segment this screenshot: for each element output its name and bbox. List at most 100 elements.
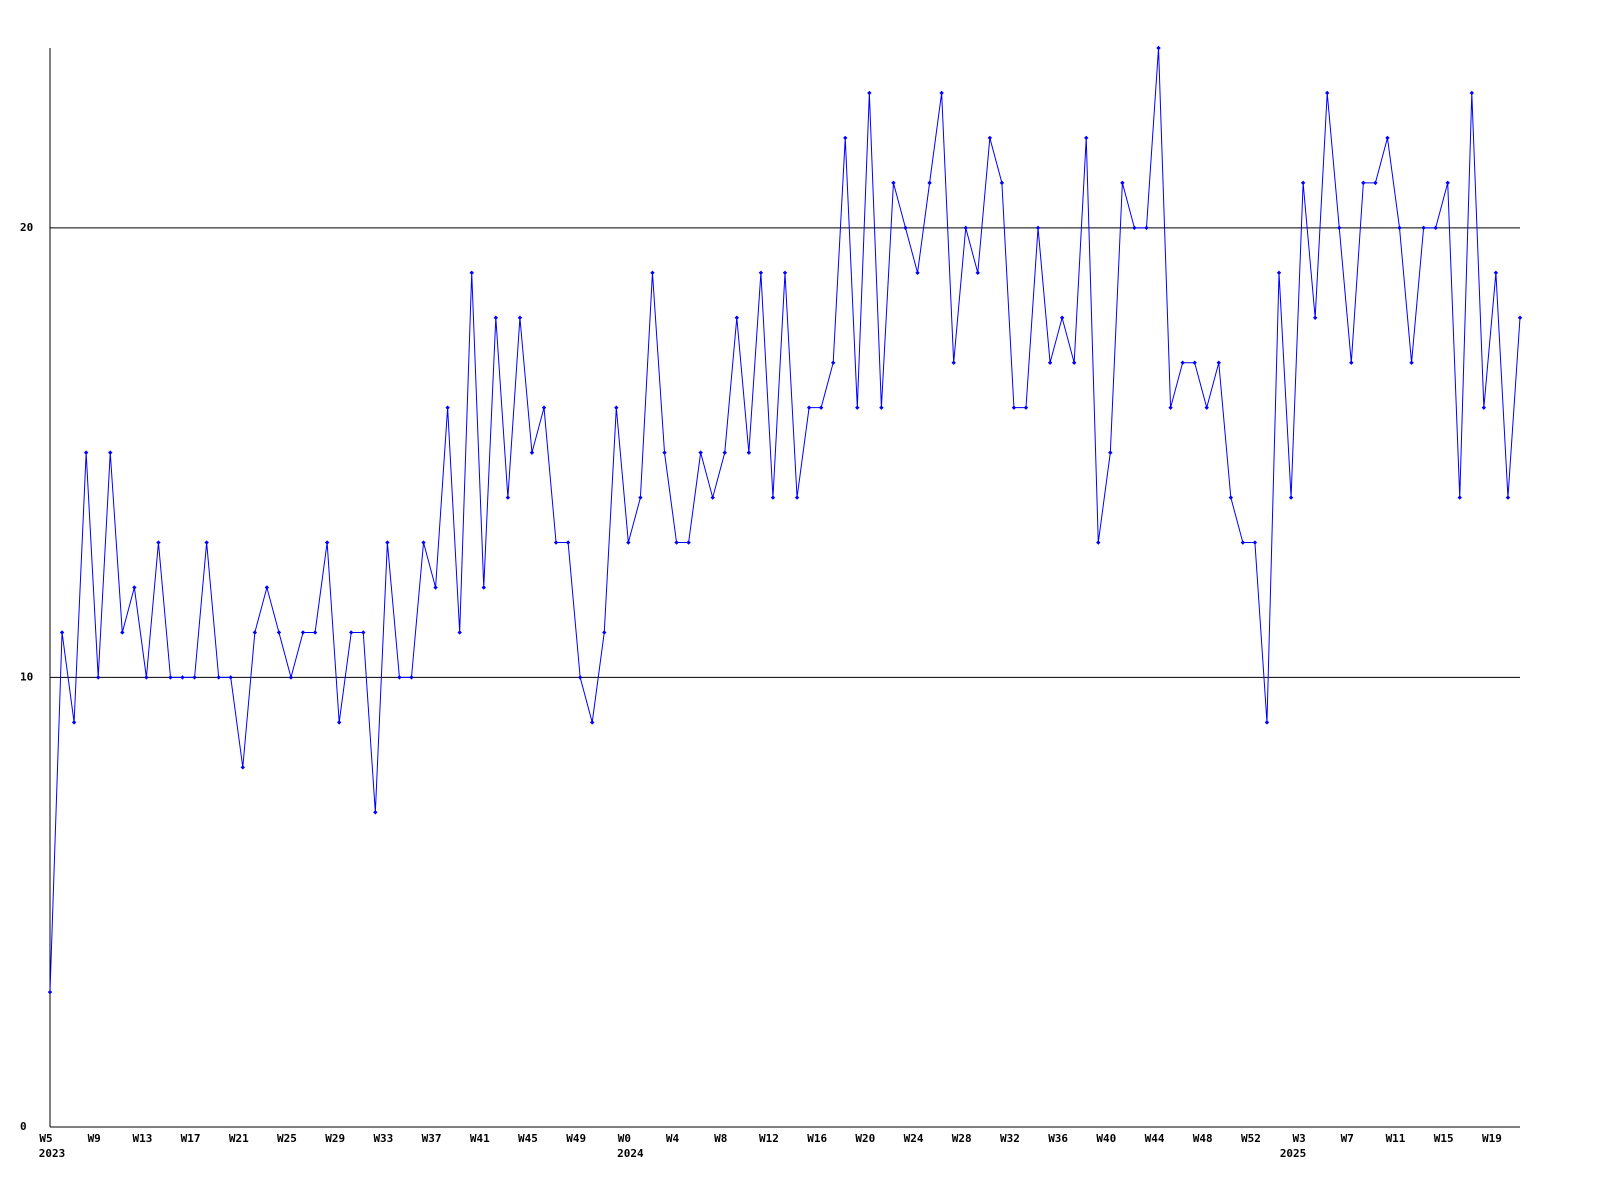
data-point	[614, 405, 619, 410]
data-point	[168, 675, 173, 680]
data-point	[1059, 315, 1065, 320]
data-point	[710, 495, 715, 500]
data-point	[939, 90, 944, 96]
y-tick-label: 0	[20, 1120, 27, 1133]
data-point	[132, 585, 137, 590]
data-line	[49, 47, 1521, 993]
data-point	[782, 270, 788, 275]
x-tick-label: W7	[1341, 1132, 1354, 1145]
data-point	[758, 270, 764, 275]
data-point	[1071, 360, 1077, 365]
x-tick-label: W37	[422, 1132, 442, 1145]
data-point	[108, 450, 113, 455]
data-point	[662, 450, 667, 455]
data-point	[1168, 405, 1173, 410]
data-point	[818, 405, 824, 410]
data-point	[1433, 225, 1438, 231]
data-point	[95, 675, 101, 680]
year-label: 2023	[39, 1147, 66, 1160]
data-point	[1156, 45, 1161, 51]
data-point	[216, 675, 221, 680]
data-point	[1011, 405, 1017, 410]
data-point	[830, 360, 836, 365]
data-point	[541, 405, 547, 410]
data-point	[1312, 315, 1318, 320]
data-point	[180, 675, 185, 680]
data-point	[517, 315, 523, 320]
data-point	[565, 540, 571, 545]
x-tick-label: W40	[1096, 1132, 1116, 1145]
data-point	[722, 450, 727, 455]
year-label: 2025	[1280, 1147, 1307, 1160]
data-point	[1457, 495, 1462, 500]
x-tick-label: W36	[1048, 1132, 1068, 1145]
data-point	[698, 450, 703, 455]
data-point	[626, 540, 631, 545]
data-point	[240, 765, 245, 770]
data-point	[397, 675, 402, 680]
data-point	[1035, 225, 1041, 231]
data-point	[746, 450, 752, 455]
data-point	[481, 585, 486, 590]
data-point	[686, 540, 691, 545]
data-point	[421, 540, 426, 545]
data-point	[71, 720, 77, 725]
data-point	[1096, 540, 1101, 545]
data-point	[505, 495, 511, 500]
data-point	[1421, 225, 1426, 231]
data-point	[987, 135, 993, 141]
data-point	[385, 540, 390, 545]
data-point	[1204, 405, 1209, 410]
data-point	[1409, 360, 1414, 365]
data-point	[1216, 360, 1221, 365]
data-point	[276, 630, 282, 635]
data-point	[1023, 405, 1029, 410]
data-point	[1108, 450, 1113, 455]
data-point	[903, 225, 908, 231]
x-tick-label: W17	[181, 1132, 201, 1145]
data-point	[529, 450, 535, 455]
data-point	[264, 585, 270, 590]
data-point	[1349, 360, 1354, 365]
x-tick-label: W3	[1292, 1132, 1305, 1145]
data-point	[1144, 225, 1149, 231]
data-point	[433, 585, 438, 590]
x-tick-label: W48	[1193, 1132, 1213, 1145]
x-tick-label: W33	[373, 1132, 393, 1145]
x-tick-label: W0	[618, 1132, 631, 1145]
data-point	[638, 495, 643, 500]
data-point	[1337, 225, 1342, 231]
data-point	[1505, 495, 1511, 500]
data-point	[144, 675, 149, 680]
data-point	[951, 360, 956, 365]
data-point	[734, 315, 740, 320]
x-tick-label: W16	[807, 1132, 827, 1145]
x-tick-label: W29	[325, 1132, 345, 1145]
data-point	[312, 630, 318, 635]
data-point	[577, 675, 583, 680]
data-point	[674, 540, 679, 545]
x-tick-label: W20	[855, 1132, 875, 1145]
x-tick-label: W32	[1000, 1132, 1020, 1145]
data-point	[59, 630, 65, 635]
data-point	[975, 270, 980, 275]
data-point	[373, 810, 378, 815]
data-point	[361, 630, 366, 635]
x-tick-label: W12	[759, 1132, 779, 1145]
x-tick-label: W52	[1241, 1132, 1261, 1145]
data-point	[1300, 180, 1306, 186]
data-point	[1132, 225, 1137, 231]
data-point	[83, 450, 89, 455]
data-point	[1276, 270, 1282, 275]
data-point	[855, 405, 860, 410]
x-tick-label: W45	[518, 1132, 538, 1145]
data-point	[1361, 180, 1366, 186]
data-point	[1288, 495, 1294, 500]
data-point	[252, 630, 258, 635]
data-point	[915, 270, 920, 275]
data-point	[324, 540, 330, 545]
data-point	[650, 270, 655, 275]
y-tick-label: 20	[20, 221, 33, 234]
data-point	[1493, 270, 1499, 275]
data-point	[156, 540, 161, 545]
